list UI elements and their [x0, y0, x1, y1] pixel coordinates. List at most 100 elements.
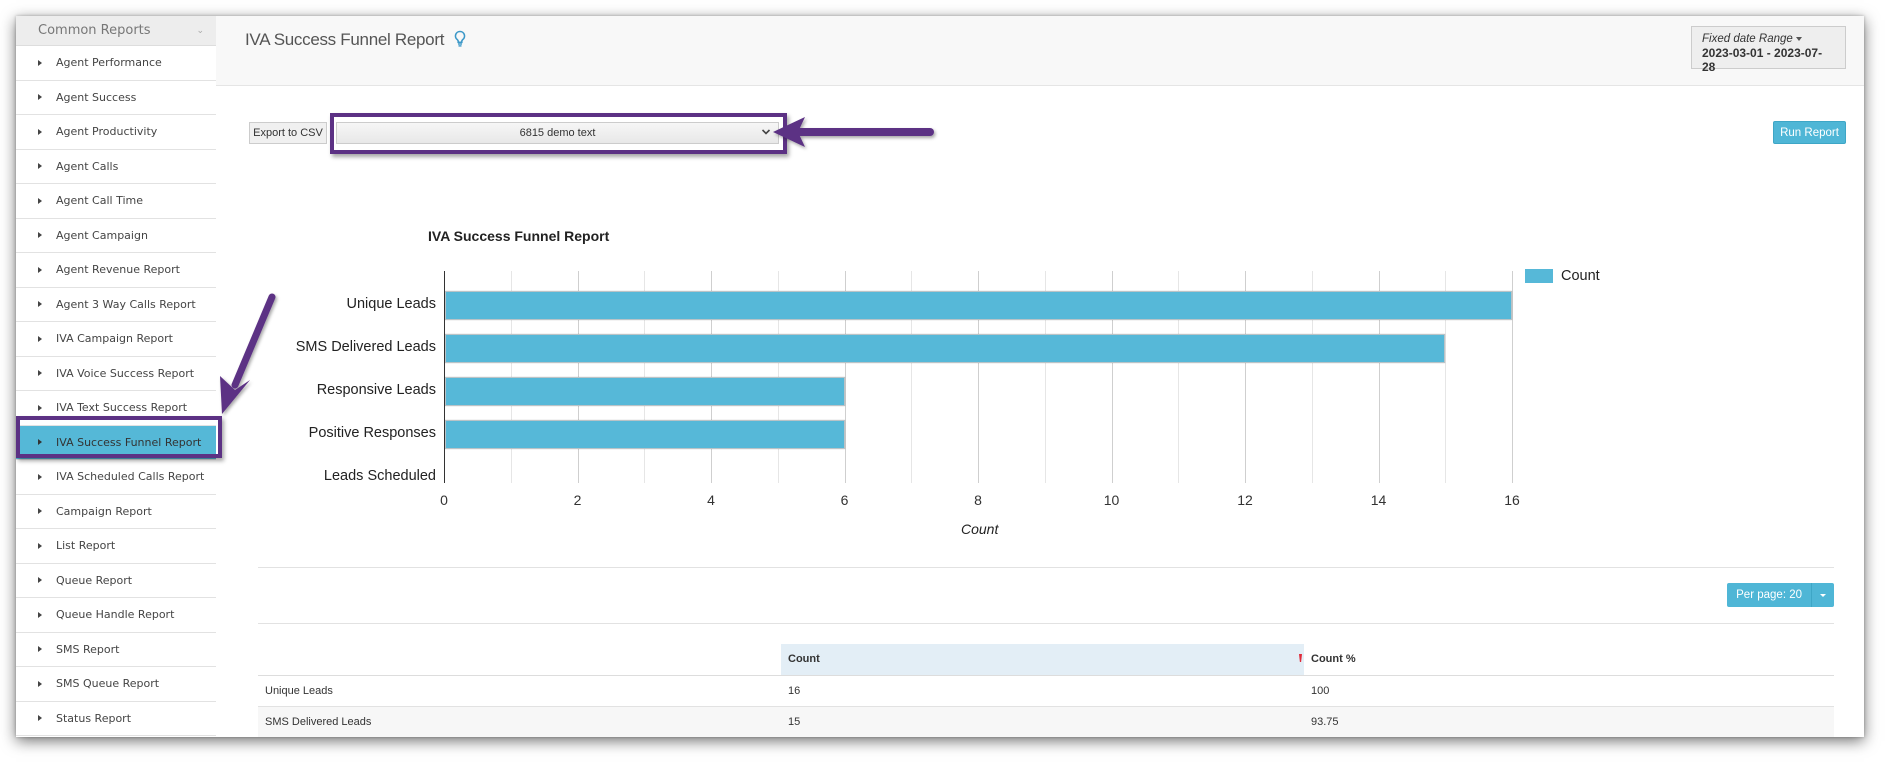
caret-right-icon — [38, 370, 42, 377]
table-cell: 93.75 — [1304, 706, 1834, 737]
sidebar-item-label: Agent Calls — [56, 159, 119, 173]
legend-swatch — [1525, 269, 1553, 283]
sidebar-item-queue-report[interactable]: Queue Report — [16, 564, 216, 598]
sidebar-item-agent-productivity[interactable]: Agent Productivity — [16, 115, 216, 150]
sidebar-item-sms-queue-report[interactable]: SMS Queue Report — [16, 667, 216, 702]
sidebar-item-label: Status Report — [56, 711, 132, 725]
gridline — [1044, 271, 1046, 483]
x-tick-label: 16 — [1504, 492, 1520, 508]
sidebar-section-common-reports[interactable]: Common Reports ⌄ — [16, 16, 216, 46]
app-window: Common Reports ⌄ Agent Performance Agent … — [16, 16, 1864, 737]
table-row[interactable]: Unique Leads 16 100 — [258, 675, 1834, 707]
caret-right-icon — [38, 335, 42, 342]
sidebar-item-label: Agent Success — [56, 90, 137, 104]
sidebar-item-iva-voice-success-report[interactable]: IVA Voice Success Report — [16, 357, 216, 391]
sidebar-item-agent-performance[interactable]: Agent Performance — [16, 46, 216, 81]
sidebar-item-label: Agent Campaign — [56, 228, 148, 242]
caret-right-icon — [38, 542, 42, 549]
export-csv-button[interactable]: Export to CSV — [249, 122, 327, 144]
caret-down-icon[interactable] — [1812, 583, 1834, 607]
sidebar-item-label: Agent Performance — [56, 56, 162, 70]
sidebar-item-agent-calls[interactable]: Agent Calls — [16, 150, 216, 184]
sidebar-item-label: Queue Report — [56, 573, 133, 587]
lightbulb-icon[interactable] — [453, 30, 467, 48]
bar-chart-plot — [444, 271, 1513, 483]
column-header-count-percent[interactable]: Count % — [1304, 644, 1834, 676]
caret-right-icon — [38, 611, 42, 618]
sidebar-item-iva-campaign-report[interactable]: IVA Campaign Report — [16, 322, 216, 357]
sidebar-item-label: IVA Text Success Report — [56, 401, 188, 415]
sidebar-item-label: SMS Queue Report — [56, 677, 160, 691]
sidebar-item-label: SMS Report — [56, 642, 120, 656]
caret-right-icon — [38, 197, 42, 204]
sidebar-item-agent-revenue-report[interactable]: Agent Revenue Report — [16, 253, 216, 288]
divider — [258, 623, 1834, 624]
sidebar: Common Reports ⌄ Agent Performance Agent … — [16, 16, 222, 737]
column-header-count[interactable]: Count — [781, 644, 1304, 676]
sidebar-item-label: Agent Productivity — [56, 125, 158, 139]
sidebar-item-list-report[interactable]: List Report — [16, 529, 216, 564]
date-range-label: Fixed date Range — [1702, 33, 1793, 45]
bar[interactable] — [445, 377, 845, 406]
chart-legend: Count — [1525, 268, 1600, 284]
per-page-dropdown[interactable]: Per page: 20 — [1727, 583, 1834, 607]
table-cell: 16 — [781, 675, 1304, 707]
chevron-down-icon: ⌄ — [196, 25, 204, 36]
gridline — [978, 271, 979, 483]
gridline — [1311, 271, 1313, 483]
caret-right-icon — [38, 266, 42, 273]
column-header-label[interactable] — [258, 644, 781, 676]
caret-right-icon — [38, 404, 42, 411]
sidebar-item-campaign-report[interactable]: Campaign Report — [16, 495, 216, 529]
date-range-picker[interactable]: Fixed date Range 2023-03-01 - 2023-07-28 — [1691, 26, 1846, 74]
sidebar-item-iva-text-success-report[interactable]: IVA Text Success Report — [16, 391, 216, 426]
gridline — [911, 271, 913, 483]
caret-right-icon — [38, 59, 42, 66]
gridline — [1378, 271, 1380, 483]
y-axis-line — [444, 271, 445, 483]
bar[interactable] — [445, 420, 845, 449]
sidebar-item-label: Agent Call Time — [56, 194, 144, 208]
page-title: IVA Success Funnel Report — [245, 30, 445, 49]
gridline — [1245, 271, 1246, 483]
x-tick-label: 4 — [707, 492, 715, 508]
report-select-value: 6815 demo text — [519, 127, 596, 139]
sidebar-item-iva-scheduled-calls-report[interactable]: IVA Scheduled Calls Report — [16, 460, 216, 495]
sidebar-item-queue-handle-report[interactable]: Queue Handle Report — [16, 598, 216, 633]
category-label: Unique Leads — [346, 296, 437, 312]
chart-category-labels: Unique Leads SMS Delivered Leads Responsiv… — [256, 271, 437, 484]
caret-right-icon — [38, 577, 42, 584]
report-select[interactable]: 6815 demo text — [336, 122, 779, 144]
page-header: IVA Success Funnel Report Fixed date Ran… — [216, 16, 1864, 86]
sidebar-item-sms-report[interactable]: SMS Report — [16, 633, 216, 667]
divider — [258, 567, 1834, 568]
chevron-down-icon — [761, 129, 771, 135]
sidebar-item-agent-call-time[interactable]: Agent Call Time — [16, 184, 216, 219]
table-header-row: Count Count % — [258, 644, 1834, 676]
caret-right-icon — [38, 163, 42, 170]
table-cell: SMS Delivered Leads — [258, 706, 781, 737]
sidebar-item-agent-campaign[interactable]: Agent Campaign — [16, 219, 216, 253]
category-label: Positive Responses — [308, 425, 436, 441]
bar[interactable] — [445, 291, 1512, 320]
table-row[interactable]: SMS Delivered Leads 15 93.75 — [258, 706, 1834, 737]
sidebar-item-iva-success-funnel-report[interactable]: IVA Success Funnel Report — [16, 425, 216, 460]
caret-right-icon — [38, 508, 42, 515]
x-tick-label: 8 — [974, 492, 982, 508]
x-tick-label: 6 — [840, 492, 849, 508]
caret-right-icon — [38, 473, 42, 480]
sort-indicator-icon — [1299, 654, 1302, 662]
caret-right-icon — [38, 232, 42, 239]
sidebar-item-agent-3-way-calls-report[interactable]: Agent 3 Way Calls Report — [16, 288, 216, 322]
sidebar-item-status-report[interactable]: Status Report — [16, 702, 216, 736]
caret-right-icon — [38, 94, 42, 101]
sidebar-item-label: Agent Revenue Report — [56, 263, 180, 277]
bar[interactable] — [445, 334, 1446, 363]
legend-label: Count — [1561, 268, 1600, 284]
run-report-button[interactable]: Run Report — [1773, 121, 1846, 144]
sidebar-item-agent-success[interactable]: Agent Success — [16, 81, 216, 115]
results-table: Count Count % Unique Leads 16 100 SMS Deliv… — [258, 644, 1834, 737]
category-label: Leads Scheduled — [323, 468, 436, 484]
caret-right-icon — [38, 680, 42, 687]
column-header-text: Count — [788, 653, 820, 666]
